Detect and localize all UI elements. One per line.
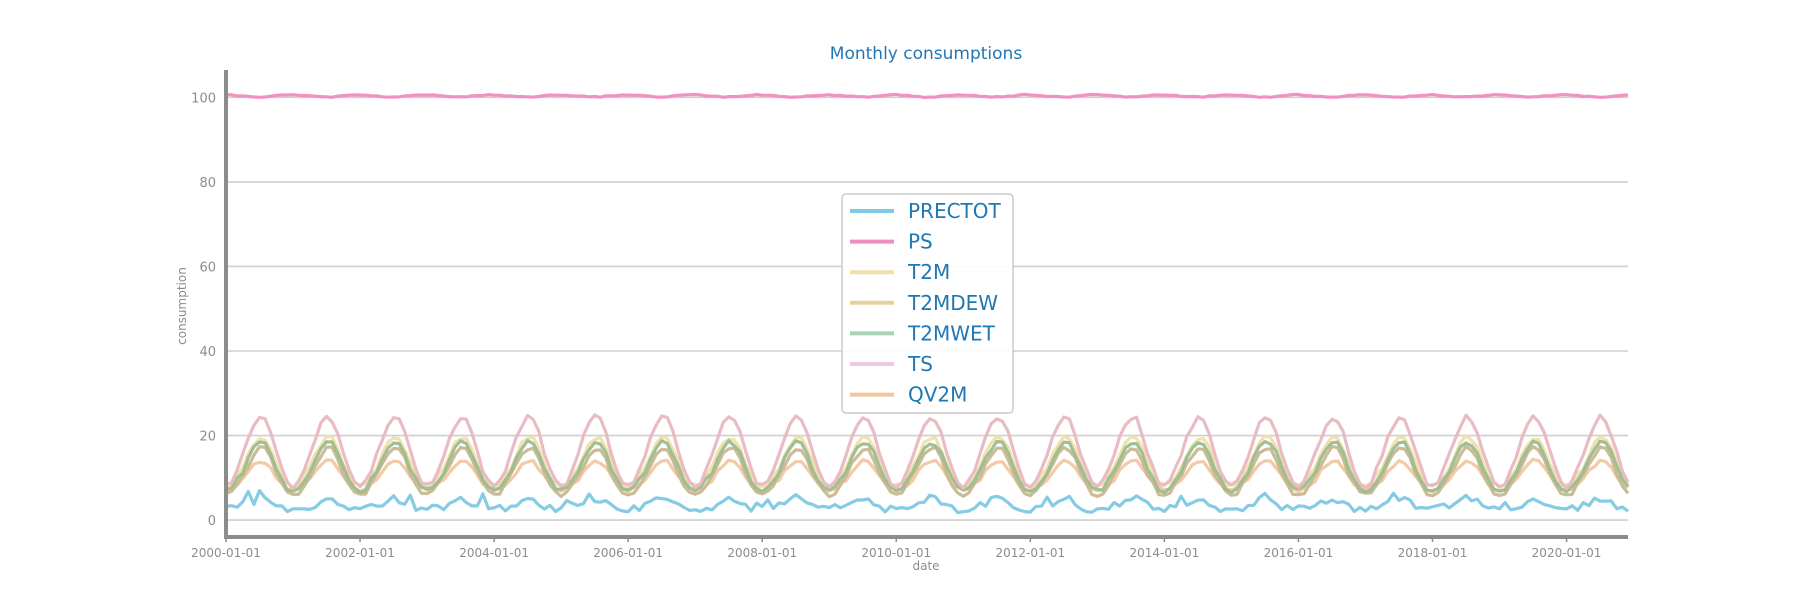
x-tick-label: 2004-01-01 [459, 546, 529, 560]
y-tick-label: 60 [199, 260, 216, 275]
series-line-prectot [225, 489, 1629, 515]
x-tick-label: 2018-01-01 [1398, 546, 1468, 560]
axes [224, 70, 1628, 539]
legend-label: TS [907, 352, 933, 376]
legend-label: T2MWET [907, 321, 996, 345]
legend-item: PRECTOT [850, 199, 1002, 223]
series-layer [225, 92, 1630, 515]
y-tick-label: 100 [191, 91, 216, 106]
series-line-t2mdew [225, 444, 1630, 499]
legend-item: QV2M [850, 383, 967, 407]
legend-label: PS [908, 230, 933, 254]
legend-label: QV2M [908, 383, 967, 407]
legend-item: PS [850, 230, 933, 254]
y-ticks: 0 20 40 60 80 100 [191, 91, 216, 529]
legend-label: T2MDEW [907, 291, 998, 315]
x-tick-label: 2020-01-01 [1532, 546, 1602, 560]
legend: PRECTOT PS T2M T2MDEW T2MWET TS QV2M [841, 193, 1014, 414]
x-tick-label: 2006-01-01 [593, 546, 663, 560]
legend-item: T2MDEW [850, 291, 998, 315]
series-line-ts [225, 413, 1630, 491]
y-tick-label: 20 [199, 430, 216, 445]
legend-item: T2M [850, 260, 950, 284]
legend-frame [841, 193, 1014, 414]
series-line-qv2m [225, 457, 1629, 494]
y-tick-label: 40 [199, 345, 216, 360]
legend-item: TS [850, 352, 933, 376]
x-tick-label: 2010-01-01 [861, 546, 931, 560]
y-tick-label: 0 [208, 514, 216, 529]
x-tick-label: 2014-01-01 [1130, 546, 1200, 560]
legend-item: T2MWET [850, 321, 996, 345]
x-tick-label: 2016-01-01 [1264, 546, 1334, 560]
legend-label: PRECTOT [908, 199, 1002, 223]
x-axis-label: date [912, 559, 939, 573]
series-line-ps [225, 92, 1629, 99]
x-tick-label: 2012-01-01 [995, 546, 1065, 560]
chart-title: Monthly consumptions [830, 44, 1023, 64]
y-tick-label: 80 [199, 176, 216, 191]
x-tick-label: 2008-01-01 [727, 546, 797, 560]
series-line-t2mwet [225, 439, 1630, 494]
y-axis-label: consumption [175, 267, 189, 345]
x-tick-label: 2002-01-01 [325, 546, 395, 560]
legend-label: T2M [907, 260, 950, 284]
x-tick-label: 2000-01-01 [191, 546, 261, 560]
x-ticks: 2000-01-01 2002-01-01 2004-01-01 2006-01-01… [191, 537, 1601, 560]
